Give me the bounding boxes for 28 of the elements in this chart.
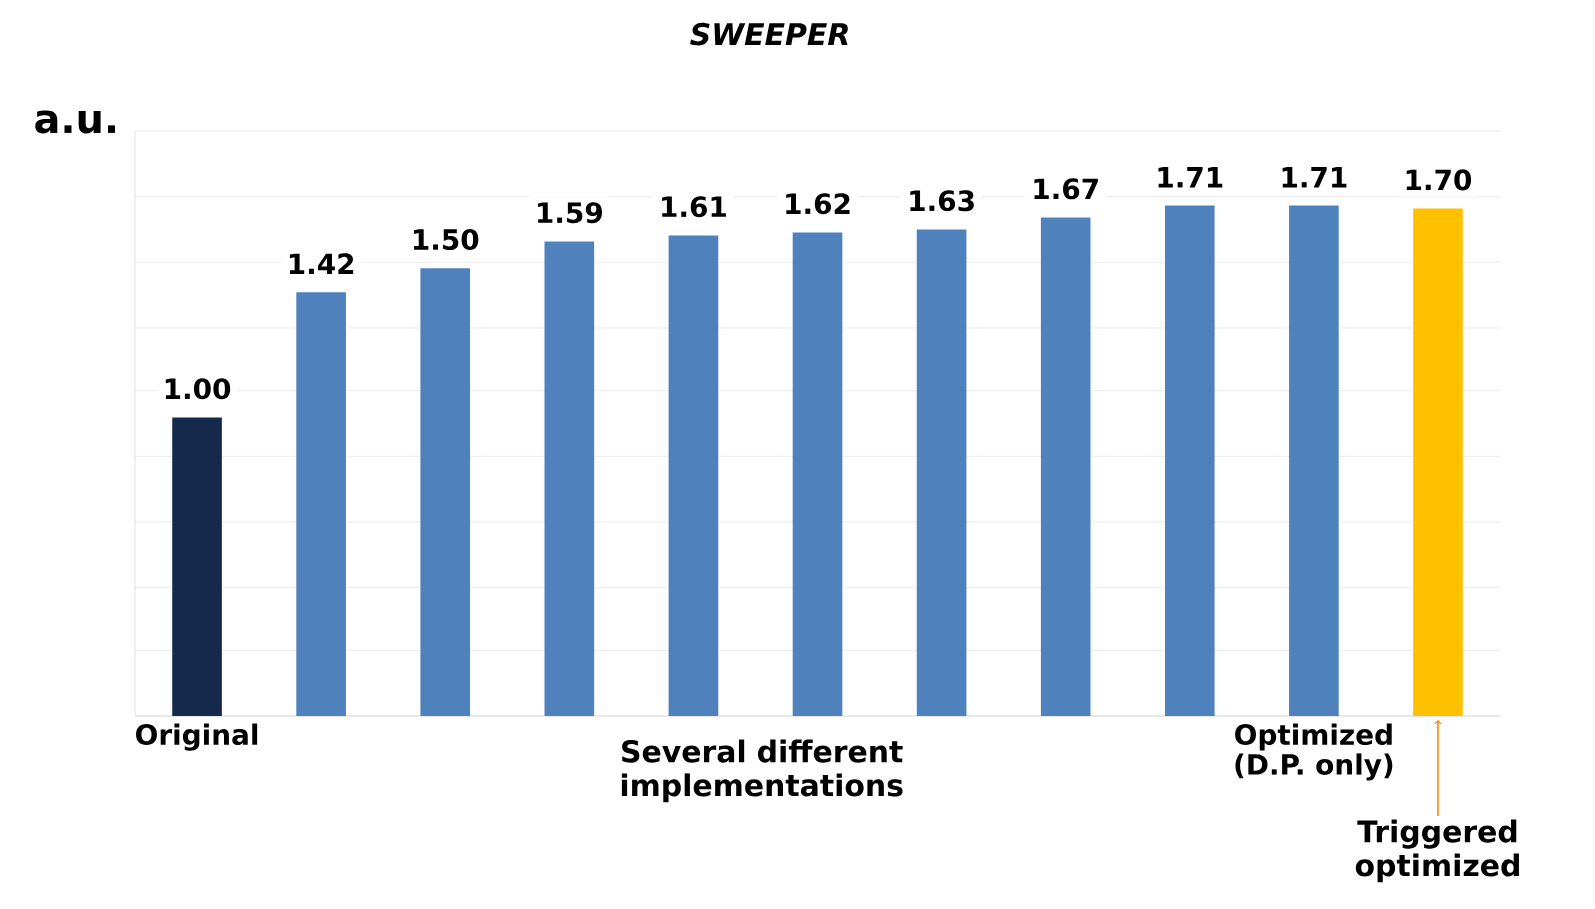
bar bbox=[1040, 217, 1091, 716]
data-label: 1.42 bbox=[289, 253, 354, 274]
data-label: 1.00 bbox=[165, 378, 231, 400]
bar bbox=[420, 268, 471, 716]
bar bbox=[916, 229, 967, 716]
data-label: 1.50 bbox=[413, 228, 479, 251]
bar bbox=[296, 292, 346, 716]
data-label: 1.61 bbox=[662, 196, 726, 218]
y-axis-title: a.u. bbox=[35, 110, 115, 134]
data-label: 1.70 bbox=[1406, 169, 1472, 191]
bar bbox=[1413, 208, 1463, 716]
text: Triggered optimized bbox=[1355, 819, 1519, 883]
data-label: 1.63 bbox=[910, 190, 974, 212]
data-label: 1.67 bbox=[1034, 178, 1098, 200]
text: Several different implementations bbox=[621, 739, 903, 803]
data-label: 1.59 bbox=[538, 202, 602, 224]
x-tick-label: Original bbox=[136, 723, 258, 751]
data-label: 1.62 bbox=[786, 193, 850, 215]
data-label: 1.71 bbox=[1282, 167, 1347, 188]
bar bbox=[792, 232, 843, 716]
data-label: 1.71 bbox=[1158, 167, 1223, 188]
x-tick-label: Optimized (D.P. only) bbox=[1235, 723, 1393, 781]
chart-title: SWEEPER bbox=[690, 22, 848, 46]
bar bbox=[668, 235, 719, 716]
bar bbox=[1289, 205, 1339, 716]
bar bbox=[1164, 205, 1215, 716]
bar bbox=[544, 241, 595, 716]
bar bbox=[172, 417, 222, 716]
